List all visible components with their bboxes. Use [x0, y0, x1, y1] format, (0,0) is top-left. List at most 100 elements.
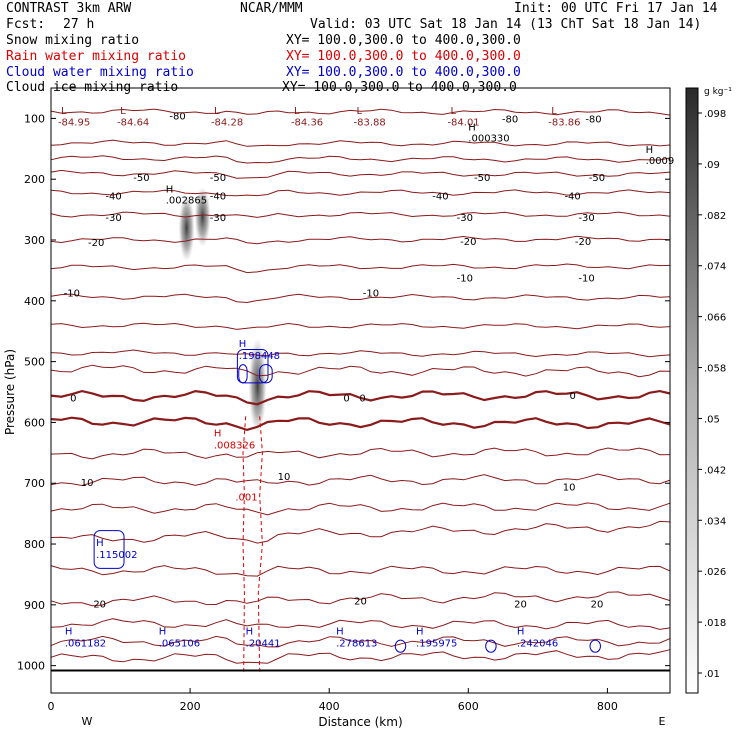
contour-labels: -80 -80 -80 -50 -50 -50 -50 -40 -40 -40 -40 -30 -30 -… — [58, 106, 674, 649]
ice-plume-shade — [194, 186, 211, 247]
snow-max-marker: H — [646, 145, 654, 156]
x-tick-label: 600 — [458, 700, 479, 713]
isotherm-label: 20 — [514, 600, 527, 611]
colorbar-unit: g kg⁻¹ — [704, 87, 732, 97]
isotherm-label: -30 — [105, 213, 121, 224]
isotherm-line — [50, 189, 671, 197]
y-tick-label: 900 — [24, 599, 45, 612]
isotherm-label: -10 — [363, 288, 379, 299]
colorbar-ramp — [685, 87, 699, 694]
colorbar-tick-label: .098 — [704, 109, 726, 120]
isotherm-label: -40 — [105, 192, 121, 203]
rain-contour-line — [242, 416, 247, 672]
low-marker: L — [120, 106, 126, 117]
isotherm-label: -40 — [210, 192, 226, 203]
isotherm-label: -20 — [460, 237, 476, 248]
isotherm-label: 10 — [81, 478, 94, 489]
isotherm-label: -10 — [578, 274, 594, 285]
isotherm-label: -50 — [133, 173, 149, 184]
low-marker: L — [61, 106, 67, 117]
cloud-water-max-marker: H — [416, 626, 424, 637]
colorbar: .01 .018 .026 .034 .042 .05 .058 .066 .074 .082 .0… — [685, 87, 732, 694]
cloud-water-contour — [236, 348, 269, 384]
low-marker: L — [214, 106, 220, 117]
isotherm-label: -10 — [457, 274, 473, 285]
isotherm-line — [50, 322, 671, 330]
plot-frame — [50, 87, 671, 694]
rain-contours — [242, 416, 263, 672]
low-value: -83.88 — [354, 118, 386, 129]
cloud-water-contour — [394, 639, 407, 653]
isotherm-label: -40 — [564, 192, 580, 203]
isotherm-label: 20 — [93, 600, 106, 611]
snow-max-marker: H — [166, 185, 174, 196]
cloud-water-max-value: .065106 — [159, 638, 200, 649]
snow-max-value: .000330 — [468, 134, 509, 145]
fcst-label: Fcst: — [6, 17, 46, 32]
field-name-snow: Snow mixing ratio — [6, 33, 140, 48]
isotherm-line — [50, 389, 671, 406]
model-title: CONTRAST 3km ARW — [6, 1, 132, 16]
cloud-water-max-value: .198448 — [239, 351, 280, 362]
isotherm-line — [50, 364, 671, 378]
y-tick-label: 500 — [24, 356, 45, 369]
cloud-water-max-value: .278613 — [336, 638, 377, 649]
cloud-water-contour — [238, 364, 248, 384]
isotherm-label: 0 — [569, 391, 575, 402]
ice-plume-shade — [248, 337, 267, 434]
x-tick-label: 200 — [180, 700, 201, 713]
cloud-water-contours — [93, 348, 601, 653]
y-tick-label: 800 — [24, 538, 45, 551]
isotherm-label: -20 — [88, 238, 104, 249]
rain-contour-line — [257, 416, 263, 672]
cloud-water-max-value: .20441 — [246, 638, 281, 649]
isotherm-label: -50 — [589, 173, 605, 184]
low-value: -84.64 — [117, 118, 149, 129]
isotherm-label: 0 — [359, 393, 365, 404]
cloud-water-max-marker: H — [517, 626, 525, 637]
low-value: -84.36 — [291, 118, 323, 129]
low-marker: L — [357, 106, 363, 117]
field-name-rain: Rain water mixing ratio — [6, 49, 187, 64]
isotherm-line — [50, 565, 671, 577]
cloud-water-max-value: .195975 — [416, 638, 457, 649]
isotherm-line — [50, 139, 671, 147]
cloud-water-contour — [259, 364, 273, 384]
isotherm-line — [50, 263, 671, 274]
cloud-water-max-marker: H — [65, 626, 73, 637]
low-value: -84.28 — [211, 118, 243, 129]
low-value: -83.86 — [548, 118, 580, 129]
colorbar-tick-label: .026 — [704, 567, 726, 578]
x-tick-label: 800 — [597, 700, 618, 713]
isotherm-line — [50, 502, 671, 516]
isotherm-line — [50, 618, 671, 630]
isotherm-label: 20 — [591, 600, 604, 611]
isotherm-label: 0 — [343, 393, 349, 404]
low-marker: L — [551, 106, 557, 117]
isotherm-line — [50, 591, 671, 607]
cloud-water-contour — [589, 639, 601, 653]
center-label: NCAR/MMM — [240, 1, 303, 16]
field-name-cloud-water: Cloud water mixing ratio — [6, 65, 194, 80]
isotherm-line — [50, 211, 671, 218]
colorbar-tick-label: .05 — [704, 414, 720, 425]
isotherm-line — [50, 416, 671, 432]
cloud-water-max-value: .242046 — [517, 638, 558, 649]
isotherm-line — [50, 293, 671, 304]
y-tick-label: 300 — [24, 234, 45, 247]
snow-max-value: .0009 — [646, 156, 675, 167]
field-xy-snow: XY= 100.0,300.0 to 400.0,300.0 — [286, 33, 521, 48]
east-label: E — [659, 715, 666, 728]
rain-contour-label: .001 — [235, 492, 257, 503]
isotherm-label: 0 — [70, 393, 76, 404]
colorbar-tick-label: .09 — [704, 160, 720, 171]
cloud-water-max-marker: H — [96, 538, 104, 549]
isotherm-label: -80 — [169, 111, 185, 122]
isotherm-line — [50, 235, 671, 245]
isotherm-label: 20 — [354, 597, 367, 608]
rain-max-marker: H — [214, 429, 222, 440]
isotherm-line — [50, 473, 671, 487]
cloud-water-max-marker: H — [159, 626, 167, 637]
low-marker: L — [294, 106, 300, 117]
